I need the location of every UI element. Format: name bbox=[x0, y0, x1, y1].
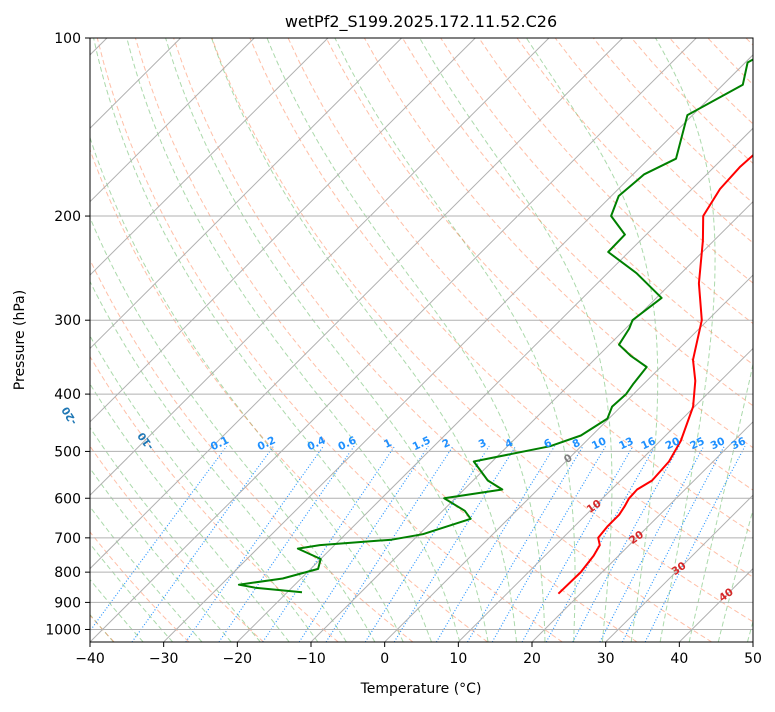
x-tick-label: 0 bbox=[380, 651, 389, 667]
x-tick-label: 50 bbox=[744, 651, 762, 667]
y-tick-label: 200 bbox=[54, 209, 81, 225]
x-tick-label: −30 bbox=[149, 651, 179, 667]
y-tick-label: 900 bbox=[54, 595, 81, 611]
x-tick-label: −20 bbox=[223, 651, 253, 667]
x-tick-label: −10 bbox=[296, 651, 326, 667]
y-tick-label: 800 bbox=[54, 565, 81, 581]
y-tick-label: 700 bbox=[54, 531, 81, 547]
y-tick-label: 600 bbox=[54, 491, 81, 507]
x-tick-label: −40 bbox=[75, 651, 105, 667]
y-tick-label: 300 bbox=[54, 313, 81, 329]
y-tick-label: 1000 bbox=[45, 622, 81, 638]
y-tick-label: 100 bbox=[54, 31, 81, 47]
chart-title: wetPf2_S199.2025.172.11.52.C26 bbox=[285, 12, 557, 32]
x-tick-label: 30 bbox=[597, 651, 615, 667]
y-axis-label: Pressure (hPa) bbox=[12, 290, 28, 390]
y-tick-label: 500 bbox=[54, 444, 81, 460]
x-tick-label: 10 bbox=[449, 651, 467, 667]
x-axis-label: Temperature (°C) bbox=[360, 681, 482, 697]
y-tick-label: 400 bbox=[54, 387, 81, 403]
x-tick-label: 20 bbox=[523, 651, 541, 667]
x-tick-label: 40 bbox=[670, 651, 688, 667]
